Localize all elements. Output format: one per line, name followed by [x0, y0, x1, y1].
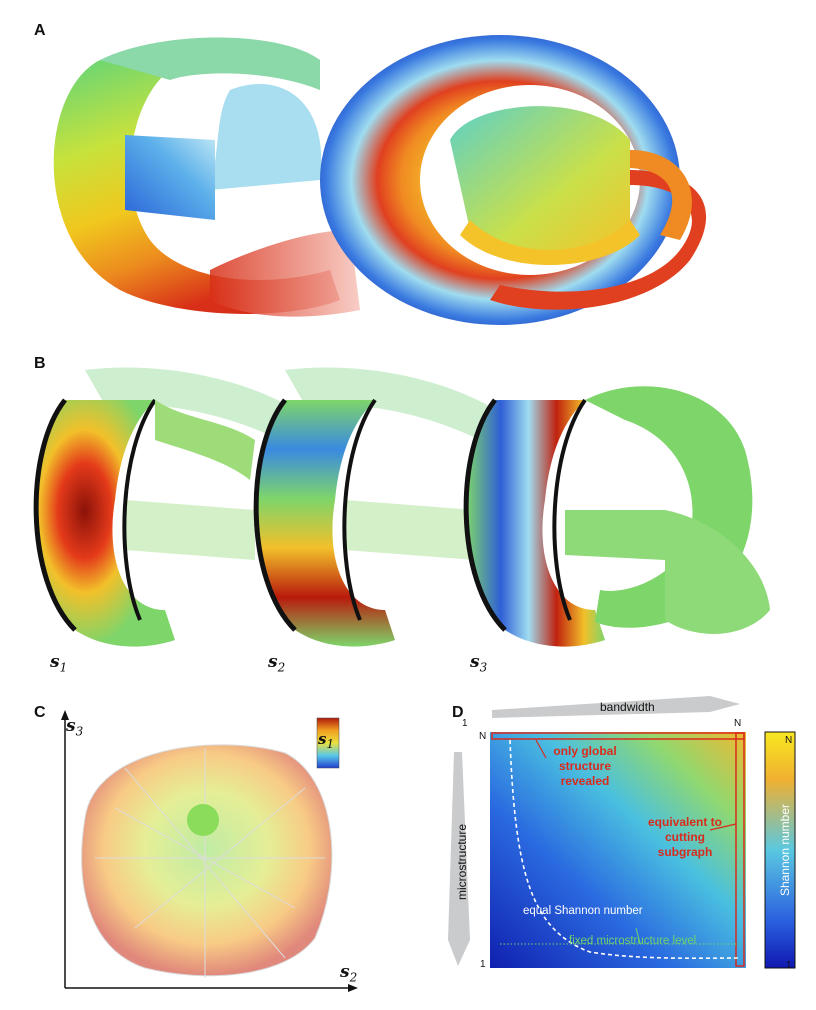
panel-c-x-axis-label: s2 — [340, 962, 358, 985]
panel-a-label: A — [34, 22, 46, 39]
annotation-global: only global structure revealed — [553, 744, 617, 788]
panel-b-figure — [33, 367, 770, 647]
annotation-cutting: equivalent to cutting subgraph — [647, 815, 722, 859]
caption-s2: s2 — [268, 652, 286, 675]
panel-c-legend-label: s1 — [318, 730, 335, 751]
left-top-tick: N — [479, 731, 487, 742]
caption-s1: s1 — [50, 652, 68, 675]
annotation-fixed-microstructure: fixed microstructure level — [569, 935, 697, 947]
panel-b-label: B — [34, 355, 46, 372]
panel-a-figure — [53, 35, 707, 325]
left-bottom-tick: 1 — [480, 959, 486, 970]
top-right-tick: N — [734, 718, 742, 729]
shannon-heatmap — [490, 732, 746, 968]
panel-c-y-axis-label: s3 — [66, 716, 84, 739]
top-left-tick: 1 — [462, 718, 468, 729]
equal-shannon-curve — [509, 739, 741, 960]
colorbar-bottom-tick: 1 — [786, 960, 792, 971]
caption-s3: s3 — [470, 652, 488, 675]
shannon-colorbar — [764, 731, 796, 969]
microstructure-label: microstructure — [455, 824, 469, 901]
bandwidth-label: bandwidth — [600, 700, 655, 714]
panel-c-label: C — [34, 704, 46, 721]
bandwidth-arrow — [492, 696, 740, 718]
colorbar-top-tick: N — [785, 735, 793, 746]
panel-d-figure — [448, 696, 796, 969]
panel-c-figure — [61, 710, 358, 992]
colorbar-label: Shannon number — [778, 803, 792, 897]
panel-d-label: D — [452, 704, 464, 721]
microstructure-arrow — [448, 752, 470, 966]
annotation-equal-shannon: equal Shannon number — [523, 905, 643, 917]
